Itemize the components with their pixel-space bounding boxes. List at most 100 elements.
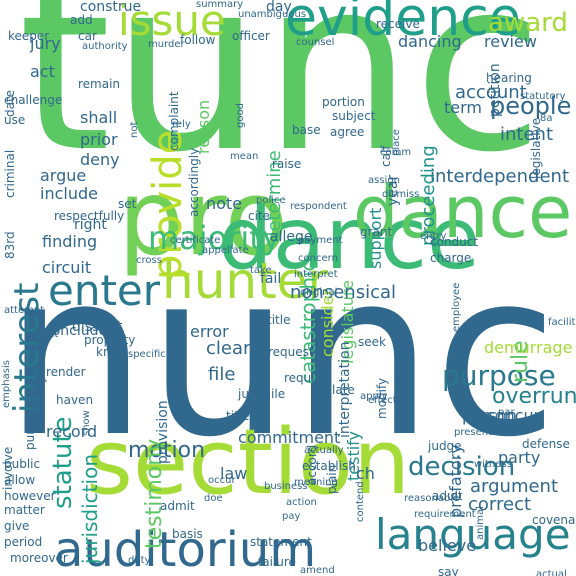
cloud-word: ch — [356, 464, 375, 483]
cloud-word: facilities — [548, 317, 576, 328]
cloud-word: good — [235, 103, 246, 128]
cloud-word: petition — [487, 63, 503, 118]
cloud-word: property — [84, 333, 136, 347]
cloud-word: concur — [486, 406, 541, 425]
cloud-word: actually — [304, 445, 344, 456]
cloud-word: summary — [196, 0, 244, 10]
cloud-word: judge — [428, 439, 462, 453]
cloud-word: charge — [430, 251, 472, 265]
cloud-word: conduct — [430, 235, 479, 249]
cloud-word: term — [444, 98, 482, 117]
cloud-word: admit — [160, 499, 195, 513]
cloud-word: concern — [298, 253, 338, 264]
cloud-word: shall — [80, 108, 118, 127]
cloud-word: agree — [330, 125, 365, 139]
cloud-word: interdependent — [430, 166, 569, 187]
cloud-word: pursuant — [23, 395, 37, 450]
cloud-word: argument — [470, 476, 559, 497]
cloud-word: language — [375, 510, 571, 559]
cloud-word: render — [46, 365, 86, 379]
cloud-word: apply — [360, 391, 388, 402]
cloud-word: keeper — [8, 29, 50, 43]
cloud-word: tunc — [18, 0, 544, 205]
cloud-word: comm — [380, 147, 412, 158]
cloud-word: statement — [250, 535, 312, 549]
cloud-word: statutory — [520, 91, 566, 102]
cloud-word: jury — [30, 34, 61, 53]
cloud-word: construe — [80, 0, 142, 15]
cloud-word: specifically — [128, 349, 184, 360]
cloud-word: allege — [270, 229, 313, 245]
cloud-word: employee — [451, 282, 462, 332]
cloud-word: take — [250, 265, 272, 276]
cloud-word: juvenile — [238, 387, 286, 401]
cloud-word: period — [4, 535, 43, 549]
cloud-word: 83rd — [3, 231, 17, 259]
cloud-word: 8a — [540, 113, 553, 124]
cloud-word: however — [4, 489, 56, 503]
cloud-word: add — [70, 13, 93, 27]
cloud-word: day — [266, 0, 292, 15]
cloud-word: respondent — [290, 201, 347, 212]
cloud-word: dismiss — [382, 189, 420, 200]
cloud-word: covenant — [532, 513, 576, 527]
cloud-word: modify — [375, 378, 389, 420]
cloud-word: mean — [230, 151, 259, 162]
cloud-word: intent — [500, 124, 554, 145]
cloud-word: overrun — [492, 384, 576, 409]
cloud-word: award — [488, 8, 568, 38]
cloud-word: account — [455, 82, 527, 103]
cloud-word: entitle — [252, 313, 291, 327]
cloud-word: appellate — [202, 245, 249, 256]
cloud-word: prefatory — [446, 444, 465, 519]
cloud-word: matter — [4, 503, 45, 517]
cloud-word: entry — [420, 231, 447, 242]
cloud-word: late — [332, 383, 355, 397]
cloud-word: contend — [355, 481, 366, 522]
cloud-word: require — [284, 371, 327, 385]
cloud-word: murder — [148, 39, 185, 50]
cloud-word: circuit — [42, 258, 92, 277]
cloud-word: believe — [418, 536, 477, 555]
cloud-word: unambiguous — [238, 9, 307, 20]
cloud-word: record — [46, 422, 98, 441]
cloud-word: authority — [82, 41, 128, 52]
cloud-word: legislative — [529, 118, 543, 180]
cloud-word: reasonable — [404, 493, 460, 504]
cloud-word: failure — [258, 555, 296, 569]
cloud-word: rely — [172, 119, 191, 130]
cloud-word: assign — [368, 175, 401, 186]
cloud-word: haven — [56, 393, 94, 407]
cloud-word: requirement — [414, 509, 476, 520]
cloud-word: portion — [322, 95, 365, 109]
cloud-word: people — [490, 92, 572, 120]
cloud-word: action — [286, 497, 317, 508]
cloud-word: officer — [232, 29, 270, 43]
cloud-word: not — [129, 121, 140, 138]
cloud-word: correct — [468, 494, 532, 515]
cloud-word: amend — [300, 565, 335, 576]
cloud-word: challenge — [4, 93, 63, 107]
cloud-word: result — [30, 329, 59, 340]
cloud-word: par — [498, 407, 515, 418]
cloud-word: counsel — [296, 37, 335, 48]
cloud-word: car — [78, 29, 97, 43]
cloud-word: adult — [432, 489, 463, 503]
cloud-word: witness — [474, 459, 512, 470]
cloud-word: remain — [78, 77, 121, 91]
cloud-word: follow — [180, 33, 216, 47]
cloud-word: note — [206, 194, 243, 213]
cloud-word: cite — [248, 209, 271, 223]
cloud-word: auditorium — [54, 522, 317, 576]
cloud-word: right — [74, 217, 107, 233]
cloud-word: dancing — [398, 32, 462, 51]
cloud-word: fail — [260, 271, 282, 287]
cloud-word: final — [478, 419, 500, 430]
cloud-word: emphasis — [1, 360, 12, 408]
cloud-word: subject — [332, 109, 376, 123]
cloud-word: say — [438, 565, 459, 576]
cloud-word: set — [118, 197, 137, 211]
cloud-word: clear — [206, 338, 251, 359]
cloud-word: effect — [368, 395, 397, 406]
